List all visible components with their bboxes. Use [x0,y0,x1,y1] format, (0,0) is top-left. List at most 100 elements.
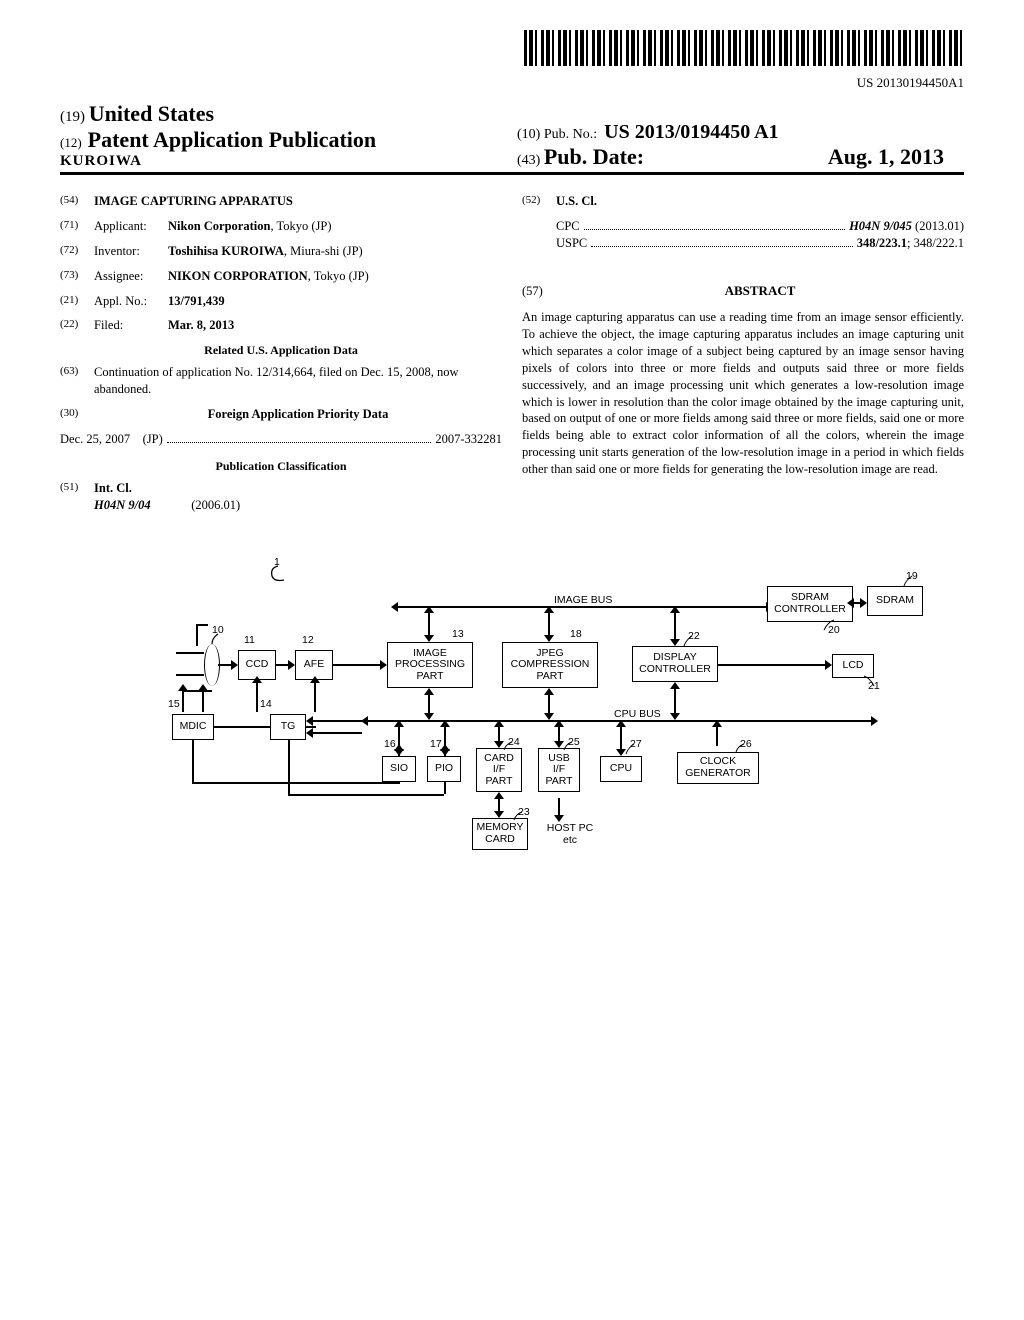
ray-line [176,674,204,676]
assignee-loc: , Tokyo (JP) [308,269,369,283]
applno-num: (21) [60,293,94,308]
image-bus-line [397,606,767,608]
applno-value: 13/791,439 [168,293,502,310]
header-right: (10) Pub. No.: US 2013/0194450 A1 (43) P… [507,121,964,170]
abstract-num: (57) [522,283,556,300]
box-mdic: MDIC [172,714,214,740]
assignee-label: Assignee: [94,268,168,285]
foreign-date: Dec. 25, 2007 [60,432,130,446]
body-columns: (54) IMAGE CAPTURING APPARATUS (71) Appl… [60,193,964,522]
dot-leader [584,229,845,230]
conn-line [192,782,400,784]
header: (19) United States (12) Patent Applicati… [60,101,964,175]
foreign-header: Foreign Application Priority Data [94,406,502,423]
arrow-line [276,664,289,666]
leader-curve-icon [512,810,526,822]
conn-line [314,682,316,712]
ref-13: 13 [452,628,464,640]
barcode-row [60,30,964,71]
filed-label: Filed: [94,317,168,334]
header-left: (19) United States (12) Patent Applicati… [60,101,507,170]
foreign-num: (30) [60,406,94,421]
conn-line [674,612,676,640]
label-hostpc: HOST PC etc [542,822,598,846]
arrow-line [333,664,381,666]
foreign-country: (JP) [143,432,163,446]
leader-curve-icon [822,618,836,632]
abstract-text: An image capturing apparatus can use a r… [522,309,964,478]
cont-text: Continuation of application No. 12/314,6… [94,364,502,398]
box-sdram: SDRAM [867,586,923,616]
leader-curve-icon [862,674,876,688]
cpc-value: H04N 9/045 [849,219,912,233]
foreign-value: 2007-332281 [435,431,502,448]
conn-line [548,694,550,714]
assignee-num: (73) [60,268,94,283]
leader-curve-icon [208,632,226,648]
cpc-year: (2013.01) [915,219,964,233]
conn-line [498,726,500,742]
leader-curve-icon [624,742,638,756]
related-header: Related U.S. Application Data [60,342,502,358]
arrow-line [853,602,861,604]
conn-line [428,612,430,636]
conn-line [558,798,560,816]
pubdate-value: Aug. 1, 2013 [828,144,944,170]
conn-line [288,740,290,794]
barcode-graphic [524,30,964,66]
conn-line [288,794,444,796]
applicant-loc: , Tokyo (JP) [270,219,331,233]
cpu-bus-label: CPU BUS [612,708,663,720]
conn-line [498,798,500,812]
intcl-num: (51) [60,480,94,495]
leader-curve-icon [682,634,696,648]
barcode-text: US 20130194450A1 [60,75,964,91]
box-clk: CLOCK GENERATOR [677,752,759,784]
cont-num: (63) [60,364,94,379]
uspc-label: USPC [556,235,587,252]
ref-11: 11 [244,634,255,646]
box-sio: SIO [382,756,416,782]
uscl-label: U.S. Cl. [556,193,597,210]
box-cardif: CARD I/F PART [476,748,522,792]
inventor-num: (72) [60,243,94,258]
box-imgproc: IMAGE PROCESSING PART [387,642,473,688]
leader-curve-icon [262,564,292,586]
pub-type-num: (12) [60,135,82,151]
right-column: (52) U.S. Cl. CPC H04N 9/045 (2013.01) U… [522,193,964,522]
conn-line [256,682,258,712]
leader-curve-icon [562,740,576,752]
applicant-label: Applicant: [94,218,168,235]
filed-num: (22) [60,317,94,332]
box-memcard: MEMORY CARD [472,818,528,850]
applno-label: Appl. No.: [94,293,168,310]
box-cpu: CPU [600,756,642,782]
arrow-line [718,664,826,666]
box-usbif: USB I/F PART [538,748,580,792]
pubclass-header: Publication Classification [60,458,502,474]
conn-line [182,690,212,692]
uspc-extra: ; 348/222.1 [907,236,964,250]
box-jpeg: JPEG COMPRESSION PART [502,642,598,688]
conn-line [214,726,270,728]
arrow-line [312,720,362,722]
conn-line [398,726,400,750]
boundary-line [196,624,198,646]
filed-value: Mar. 8, 2013 [168,317,502,334]
box-disp: DISPLAY CONTROLLER [632,646,718,682]
applicant-value: Nikon Corporation [168,219,270,233]
uspc-value: 348/223.1 [857,236,907,250]
ref-18: 18 [570,628,582,640]
conn-line [716,726,718,746]
pubno-label: Pub. No.: [544,127,597,142]
pubdate-label: Pub. Date: [544,144,644,169]
left-column: (54) IMAGE CAPTURING APPARATUS (71) Appl… [60,193,502,522]
inventor-value: Toshihisa KUROIWA [168,244,284,258]
conn-line [558,726,560,742]
leader-curve-icon [502,740,516,752]
patent-page: US 20130194450A1 (19) United States (12)… [0,0,1024,922]
inventor-loc: , Miura-shi (JP) [284,244,363,258]
box-sdramc: SDRAM CONTROLLER [767,586,853,622]
intcl-year: (2006.01) [191,498,240,512]
ref-14: 14 [260,698,272,710]
